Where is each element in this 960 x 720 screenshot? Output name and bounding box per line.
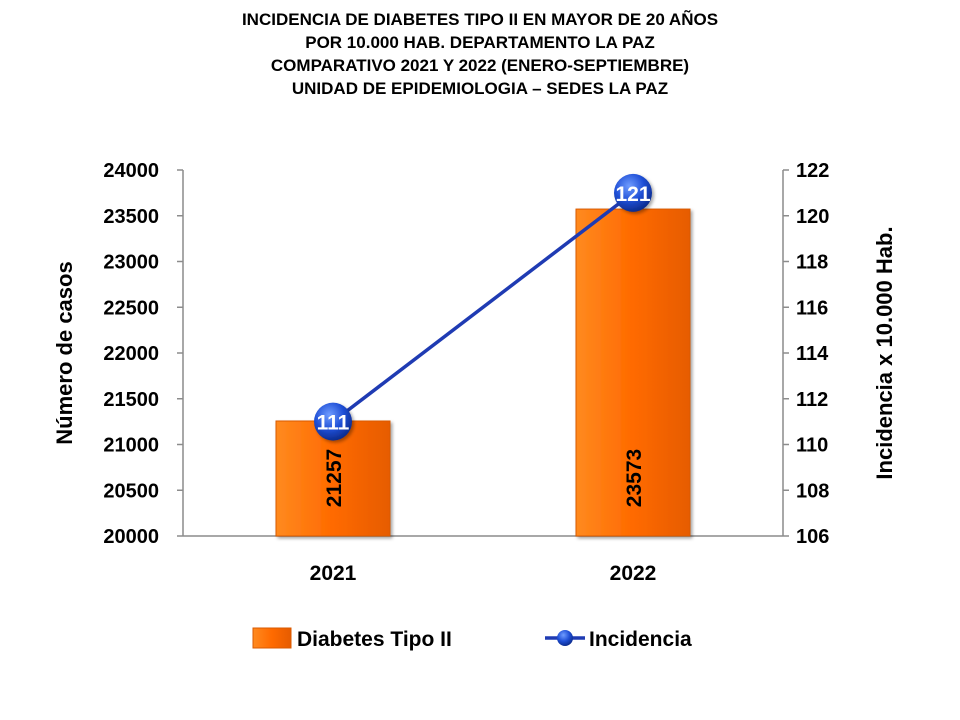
- title-line-4: UNIDAD DE EPIDEMIOLOGIA – SEDES LA PAZ: [291, 79, 669, 98]
- y2-tick-label: 114: [796, 343, 829, 365]
- y-tick-label: 23500: [103, 206, 159, 228]
- y-tick-label: 20000: [103, 526, 159, 548]
- title-line-1: INCIDENCIA DE DIABETES TIPO II EN MAYOR …: [241, 10, 719, 29]
- y2-tick-label: 108: [796, 480, 829, 502]
- y-tick-label: 21500: [103, 389, 159, 411]
- y-tick-label: 20500: [103, 480, 159, 502]
- y2-tick-label: 122: [796, 160, 829, 182]
- title-line-3: COMPARATIVO 2021 Y 2022 (ENERO-SEPTIEMBR…: [270, 56, 690, 75]
- incidence-data-label: 111: [317, 412, 350, 435]
- y2-tick-label: 118: [796, 252, 828, 274]
- y2-tick-label: 112: [796, 389, 828, 411]
- legend-bar-label: Diabetes Tipo II: [297, 628, 452, 651]
- y2-tick-label: 106: [796, 526, 829, 548]
- incidence-data-label: 121: [615, 183, 650, 206]
- bar-data-label: 21257: [323, 449, 346, 507]
- y-tick-label: 22500: [103, 297, 159, 319]
- x-tick-label: 2022: [610, 562, 657, 585]
- y2-tick-label: 120: [796, 206, 829, 228]
- chart-title: INCIDENCIA DE DIABETES TIPO II EN MAYOR …: [0, 8, 960, 100]
- incidence-point: [314, 402, 352, 441]
- y2-tick-label: 116: [796, 297, 828, 319]
- y-axis-title: Número de casos: [52, 261, 77, 444]
- incidence-point: [614, 173, 652, 212]
- incidence-line: [331, 191, 635, 424]
- bar: [575, 208, 691, 537]
- y2-axis-title: Incidencia x 10.000 Hab.: [872, 226, 897, 479]
- y-tick-label: 22000: [103, 343, 159, 365]
- y2-tick-label: 110: [796, 435, 828, 457]
- y-tick-label: 21000: [103, 435, 159, 457]
- legend-line-label: Incidencia: [589, 628, 692, 651]
- y-tick-label: 23000: [103, 252, 159, 274]
- legend-line-marker: [557, 630, 573, 646]
- title-line-2: POR 10.000 HAB. DEPARTAMENTO LA PAZ: [305, 33, 655, 52]
- y-tick-label: 24000: [103, 160, 159, 182]
- x-tick-label: 2021: [310, 562, 357, 585]
- bar-data-label: 23573: [623, 449, 646, 507]
- legend-bar-swatch: [252, 627, 292, 649]
